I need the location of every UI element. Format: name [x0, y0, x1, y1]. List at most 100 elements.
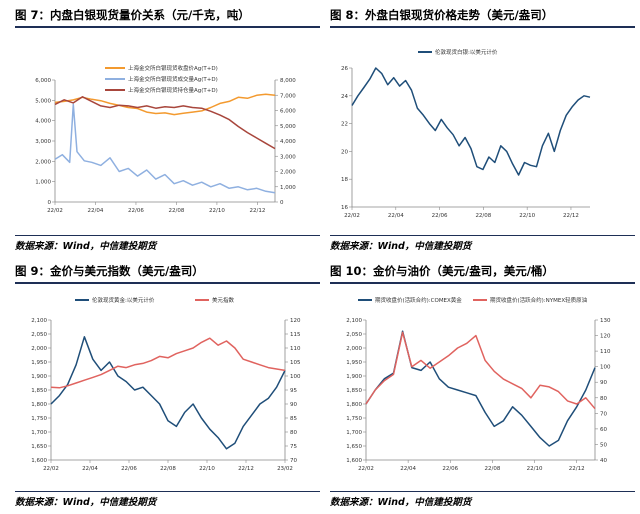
chart-svg: 1,600 1,650 1,700 1,750 1,800 1,850 1,900 1,950… [31, 296, 301, 472]
x-tick-label: 22/08 [484, 466, 500, 472]
y-tick-label-left: 2,100 [31, 318, 47, 324]
y-tick-label-left: 0 [48, 200, 52, 206]
y-tick-label-left: 5,000 [35, 98, 51, 104]
legend-label: 期货收盘价(活跃合约):NYMEX轻质原油 [490, 296, 588, 304]
legend-label: 伦敦现货黄金:以美元计价 [92, 296, 155, 304]
x-tick-label: 22/02 [358, 466, 374, 472]
series-line-0 [54, 93, 276, 116]
y-tick-label-left: 6,000 [35, 78, 51, 84]
y-tick-label-left: 2,050 [346, 332, 362, 338]
y-tick-label-right: 2,000 [280, 170, 296, 176]
y-tick-label-left: 26 [341, 66, 348, 72]
y-tick-label-right: 90 [290, 402, 297, 408]
x-tick-label: 22/12 [569, 466, 585, 472]
x-tick-label: 22/08 [160, 466, 176, 472]
legend-label: 上海金交所白银现货成交量Ag(T+D) [128, 75, 218, 83]
legend-label: 上海金交所白银现货持仓量Ag(T+D) [128, 86, 218, 94]
y-tick-label-right: 110 [290, 346, 301, 352]
y-tick-label-right: 120 [600, 334, 611, 340]
series-line-0 [351, 67, 591, 176]
y-tick-label-left: 1,800 [31, 402, 47, 408]
series-line-1 [54, 103, 276, 194]
chart-silver-domestic: 0 1,000 2,000 3,000 4,000 5,000 6,000 0 1,000 2,0… [15, 32, 320, 232]
y-tick-label-left: 22 [341, 122, 348, 128]
title-rule [15, 26, 320, 28]
x-tick-label: 22/06 [442, 466, 458, 472]
y-tick-label-right: 75 [290, 444, 297, 450]
legend-label: 美元指数 [212, 296, 235, 304]
y-tick-label-left: 4,000 [35, 119, 51, 125]
title-rule [15, 282, 320, 284]
x-tick-label: 22/08 [169, 208, 185, 214]
x-tick-label: 22/02 [43, 466, 59, 472]
chart-svg: 0 1,000 2,000 3,000 4,000 5,000 6,000 0 1,000 2,0… [35, 64, 296, 214]
source-note: 数据来源：Wind，中信建投期货 [15, 497, 157, 508]
chart-gold-oil: 1,600 1,650 1,700 1,750 1,800 1,850 1,900 1,950… [330, 288, 635, 488]
y-tick-label-right: 40 [600, 458, 607, 464]
x-tick-label: 22/06 [432, 213, 448, 219]
y-tick-label-left: 2,050 [31, 332, 47, 338]
panel-title: 图 7：内盘白银现货量价关系（元/千克，吨） [15, 8, 250, 22]
x-tick-label: 22/06 [128, 208, 144, 214]
legend-label: 上海金交所白银现货收盘价Ag(T+D) [128, 64, 218, 72]
legend-label: 期货收盘价(活跃合约):COMEX黄金 [375, 296, 462, 304]
x-tick-label: 22/08 [475, 213, 491, 219]
bottom-rule [15, 235, 320, 236]
y-tick-label-left: 20 [341, 149, 348, 155]
series-line-1 [50, 337, 286, 389]
y-tick-label-left: 3,000 [35, 139, 51, 145]
y-tick-label-left: 1,000 [35, 180, 51, 186]
legend-label: 伦敦现货白银:以美元计价 [435, 48, 498, 56]
x-tick-label: 23/02 [277, 466, 293, 472]
source-note: 数据来源：Wind，中信建投期货 [330, 497, 472, 508]
bottom-rule [330, 491, 635, 492]
y-tick-label-left: 1,650 [31, 444, 47, 450]
x-tick-label: 22/12 [563, 213, 579, 219]
x-tick-label: 22/04 [388, 213, 404, 219]
y-tick-label-left: 24 [341, 94, 348, 100]
bottom-rule [330, 235, 635, 236]
panel-title: 图 10：金价与油价（美元/盎司，美元/桶） [330, 264, 554, 278]
x-tick-label: 22/10 [519, 213, 535, 219]
panel-title: 图 9：金价与美元指数（美元/盎司） [15, 264, 204, 278]
y-tick-label-right: 115 [290, 332, 301, 338]
x-tick-label: 22/12 [249, 208, 265, 214]
chart-svg: 1,600 1,650 1,700 1,750 1,800 1,850 1,900 1,950… [346, 296, 611, 472]
y-tick-label-right: 90 [600, 380, 607, 386]
source-note: 数据来源：Wind，中信建投期货 [15, 241, 157, 252]
y-tick-label-left: 1,900 [31, 374, 47, 380]
y-tick-label-left: 1,700 [346, 430, 362, 436]
y-tick-label-left: 1,950 [31, 360, 47, 366]
y-tick-label-right: 8,000 [280, 78, 296, 84]
x-tick-label: 22/10 [527, 466, 543, 472]
x-tick-label: 22/02 [344, 213, 360, 219]
y-tick-label-right: 1,000 [280, 185, 296, 191]
series-line-2 [54, 96, 276, 150]
y-tick-label-right: 0 [280, 200, 284, 206]
x-tick-label: 22/04 [88, 208, 104, 214]
panel-title: 图 8：外盘白银现货价格走势（美元/盎司） [330, 8, 554, 22]
y-tick-label-left: 1,750 [346, 416, 362, 422]
chart-gold-usd: 1,600 1,650 1,700 1,750 1,800 1,850 1,900 1,950… [15, 288, 320, 488]
y-tick-label-right: 80 [290, 430, 297, 436]
y-tick-label-right: 80 [600, 396, 607, 402]
y-tick-label-left: 2,000 [35, 159, 51, 165]
x-tick-label: 22/04 [400, 466, 416, 472]
title-rule [330, 282, 635, 284]
y-tick-label-left: 2,100 [346, 318, 362, 324]
x-tick-label: 22/10 [199, 466, 215, 472]
x-tick-label: 22/10 [209, 208, 225, 214]
y-tick-label-right: 85 [290, 416, 297, 422]
bottom-rule [15, 491, 320, 492]
y-tick-label-right: 4,000 [280, 139, 296, 145]
y-tick-label-left: 1,850 [31, 388, 47, 394]
y-tick-label-left: 2,000 [31, 346, 47, 352]
series-line-0 [50, 336, 286, 450]
title-rule [330, 26, 635, 28]
y-tick-label-left: 1,750 [31, 416, 47, 422]
y-tick-label-right: 3,000 [280, 154, 296, 160]
y-tick-label-left: 1,700 [31, 430, 47, 436]
chart-svg: 16 18 20 22 24 26 22/02 22/04 22/06 22/08 22/10 22/… [341, 48, 591, 219]
y-tick-label-left: 1,600 [31, 458, 47, 464]
y-tick-label-right: 100 [290, 374, 301, 380]
